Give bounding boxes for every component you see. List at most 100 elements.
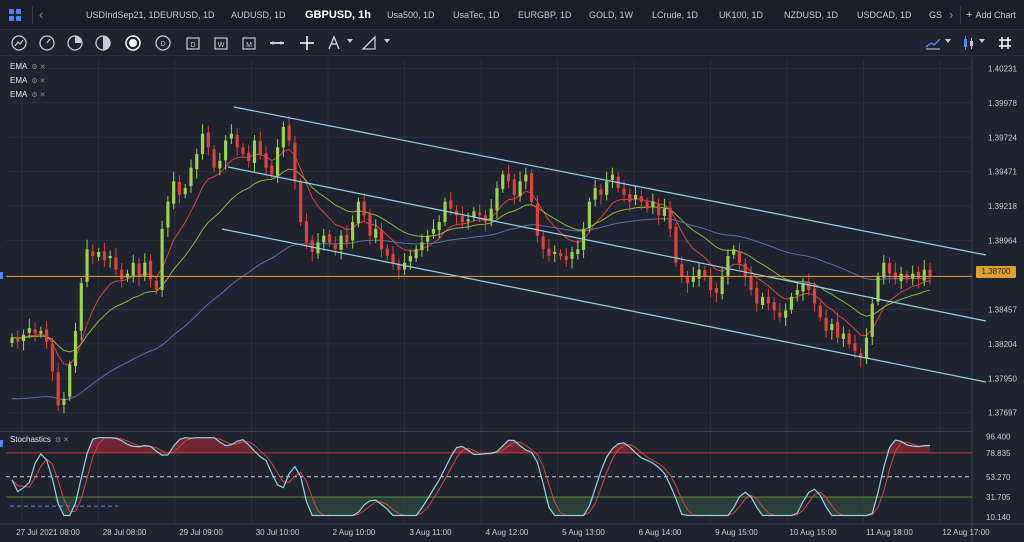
candle-body: [385, 248, 389, 257]
theme-icon[interactable]: [94, 34, 112, 52]
chevron-down-icon[interactable]: [384, 39, 390, 43]
hash-grid-icon[interactable]: [996, 34, 1014, 52]
scroll-handle[interactable]: [0, 440, 3, 447]
time-axis-label: 29 Jul 09:00: [179, 528, 223, 537]
candle-body: [131, 262, 135, 276]
candle-body: [859, 353, 863, 358]
tab-eurusd[interactable]: EURUSD, 1D: [160, 10, 215, 20]
daily-icon[interactable]: D: [154, 34, 172, 52]
calendar-m-icon[interactable]: M: [240, 34, 258, 52]
calendar-d-icon[interactable]: D: [184, 34, 202, 52]
price-axis-label: 1.39724: [988, 133, 1017, 142]
tab-usatec[interactable]: UsaTec, 1D: [453, 10, 500, 20]
indicators-icon[interactable]: [66, 34, 84, 52]
tab-lcrude[interactable]: LCrude, 1D: [652, 10, 699, 20]
ema-legend[interactable]: EMA ⚙ ✕: [10, 62, 46, 71]
settings-icon[interactable]: ⚙ ✕: [31, 78, 46, 85]
candle-body: [633, 194, 638, 200]
candle-body: [79, 283, 83, 331]
time-axis-label: 11 Aug 18:00: [866, 528, 913, 537]
candle-body: [310, 240, 314, 252]
candle-body: [703, 270, 707, 277]
candle-body: [224, 140, 228, 161]
candle-body: [506, 173, 511, 182]
candle-body: [166, 201, 170, 228]
candle-body: [530, 173, 534, 202]
candle-body: [651, 201, 655, 208]
tab-eurgbp[interactable]: EURGBP, 1D: [518, 10, 572, 20]
chevron-down-icon[interactable]: [945, 39, 951, 43]
candle-body: [431, 228, 436, 234]
chevron-left-icon[interactable]: ‹: [39, 7, 44, 22]
candle-body: [789, 296, 794, 310]
candle-body: [882, 262, 886, 278]
candle-body: [732, 249, 736, 255]
tab-gold[interactable]: GOLD, 1W: [589, 10, 634, 20]
channel-trendline: [221, 228, 987, 383]
record-icon[interactable]: [124, 34, 142, 52]
candle-body: [726, 256, 730, 277]
candle-body: [766, 296, 770, 304]
indicator-chart-icon[interactable]: [924, 34, 942, 52]
time-axis-label: 9 Aug 15:00: [715, 528, 758, 537]
candle-body: [928, 269, 932, 277]
candle-body: [668, 207, 672, 229]
tab-uk100[interactable]: UK100, 1D: [719, 10, 764, 20]
price-axis-label: 1.39471: [988, 168, 1017, 177]
calendar-w-icon[interactable]: W: [212, 34, 230, 52]
candle-body: [10, 337, 14, 344]
interval-icon[interactable]: [38, 34, 56, 52]
candle-body: [576, 249, 580, 255]
layout-grid-icon[interactable]: [9, 9, 21, 21]
candle-body: [408, 256, 412, 262]
candle-body: [720, 276, 724, 295]
add-chart-button[interactable]: + Add Chart: [966, 9, 1016, 21]
candle-type-icon[interactable]: [960, 34, 978, 52]
candle-body: [206, 132, 210, 148]
chart-type-icon[interactable]: [10, 34, 28, 52]
settings-icon[interactable]: ⚙ ✕: [54, 437, 69, 444]
time-axis-label: 28 Jul 08:00: [103, 528, 147, 537]
chevron-right-icon[interactable]: ›: [949, 7, 954, 22]
candle-body: [45, 329, 49, 342]
candle-body: [403, 262, 407, 270]
horizontal-line-icon[interactable]: [268, 34, 286, 52]
candle-body: [345, 234, 349, 243]
tab-usdindsep21[interactable]: USDIndSep21, 1D: [86, 10, 161, 20]
settings-icon[interactable]: ⚙ ✕: [31, 64, 46, 71]
candle-body: [426, 235, 430, 242]
tab-gs[interactable]: GS: [929, 10, 943, 20]
scroll-handle[interactable]: [0, 272, 3, 279]
candle-body: [466, 219, 470, 222]
crosshair-icon[interactable]: [298, 34, 316, 52]
ema-legend[interactable]: EMA ⚙ ✕: [10, 76, 46, 85]
candle-body: [564, 256, 568, 261]
price-axis-label: 1.39218: [988, 202, 1017, 211]
stoch-axis-label: 78.835: [986, 449, 1011, 458]
candle-body: [200, 133, 205, 155]
price-chart[interactable]: 1.40231 1.39978 1.39724 1.39471 1.39218 1.389…: [0, 57, 1024, 542]
text-tool-icon[interactable]: [325, 34, 343, 52]
chevron-down-icon[interactable]: [347, 39, 353, 43]
candle-body: [587, 201, 591, 229]
tab-usa500[interactable]: Usa500, 1D: [387, 10, 435, 20]
settings-icon[interactable]: ⚙ ✕: [31, 92, 46, 99]
candle-body: [853, 343, 857, 352]
tab-usdcad[interactable]: USDCAD, 1D: [857, 10, 912, 20]
ema-legend[interactable]: EMA ⚙ ✕: [10, 90, 46, 99]
candle-body: [847, 333, 851, 345]
stochastics-legend[interactable]: Stochastics ⚙ ✕: [10, 435, 69, 444]
candle-body: [218, 160, 222, 169]
tab-gbpusd[interactable]: GBPUSD, 1h: [305, 9, 372, 21]
candle-body: [241, 147, 245, 155]
drawing-tool-icon[interactable]: [360, 34, 378, 52]
candle-body: [39, 330, 43, 334]
candle-body: [252, 140, 257, 163]
candle-body: [195, 154, 199, 170]
price-axis-label: 1.37697: [988, 409, 1017, 418]
candle-body: [108, 256, 112, 259]
tab-nzdusd[interactable]: NZDUSD, 1D: [784, 10, 839, 20]
candle-body: [247, 152, 251, 161]
tab-audusd[interactable]: AUDUSD, 1D: [231, 10, 286, 20]
chevron-down-icon[interactable]: [979, 39, 985, 43]
